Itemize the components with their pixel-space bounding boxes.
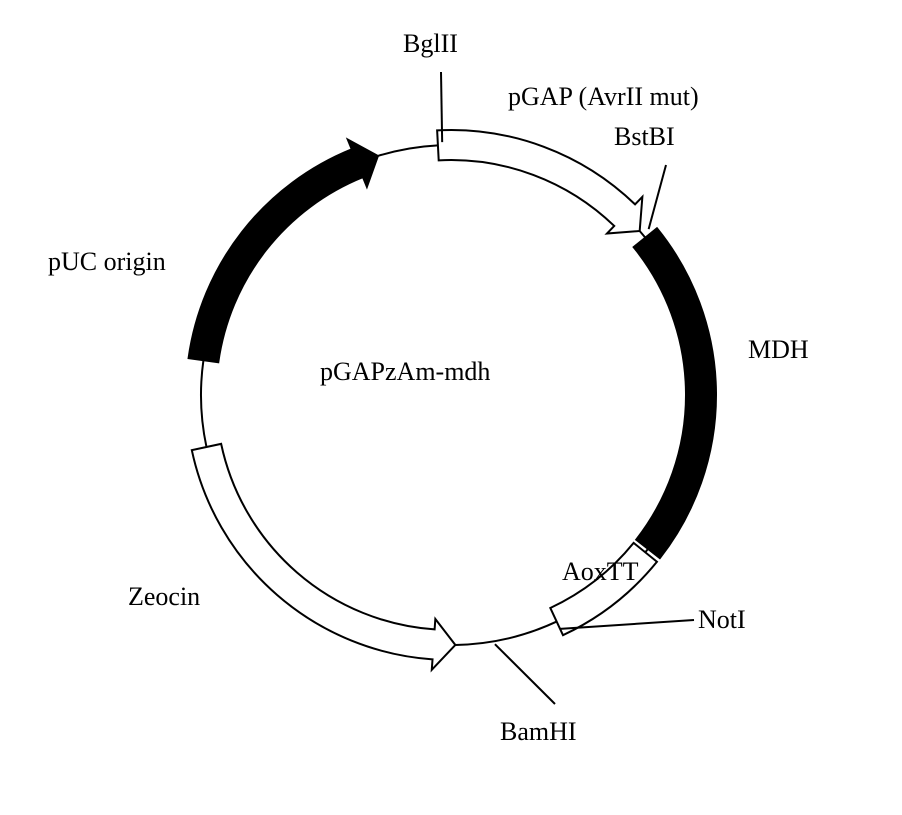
feature-MDH bbox=[634, 228, 716, 558]
feature-label-pUC: pUC origin bbox=[48, 247, 166, 276]
leader-BglII bbox=[441, 72, 442, 142]
plasmid-name-label: pGAPzAm-mdh bbox=[320, 357, 490, 386]
plasmid-svg: pGAPzAm-mdh BglII pGAP (AvrII mut) BstBI MDH… bbox=[0, 0, 902, 815]
plasmid-figure: pGAPzAm-mdh BglII pGAP (AvrII mut) BstBI MDH… bbox=[0, 0, 902, 815]
feature-pGAP bbox=[437, 130, 642, 234]
feature-label-Zeocin: Zeocin bbox=[128, 582, 200, 611]
backbone-segment bbox=[640, 231, 646, 238]
backbone-segment bbox=[455, 622, 556, 645]
leader-BamHI bbox=[495, 644, 555, 704]
feature-label-AoxTT: AoxTT bbox=[562, 557, 639, 586]
feature-label-MDH: MDH bbox=[748, 335, 809, 364]
site-label-BglII: BglII bbox=[403, 29, 458, 58]
backbone-segment bbox=[201, 360, 206, 447]
site-label-BstBI: BstBI bbox=[614, 122, 675, 151]
site-label-BamHI: BamHI bbox=[500, 717, 577, 746]
feature-pUC bbox=[189, 140, 378, 363]
feature-label-pGAP: pGAP (AvrII mut) bbox=[508, 82, 699, 111]
backbone-segment bbox=[378, 145, 438, 156]
site-label-NotI: NotI bbox=[698, 605, 746, 634]
leader-BstBI bbox=[649, 165, 666, 229]
feature-Zeocin bbox=[192, 444, 456, 670]
